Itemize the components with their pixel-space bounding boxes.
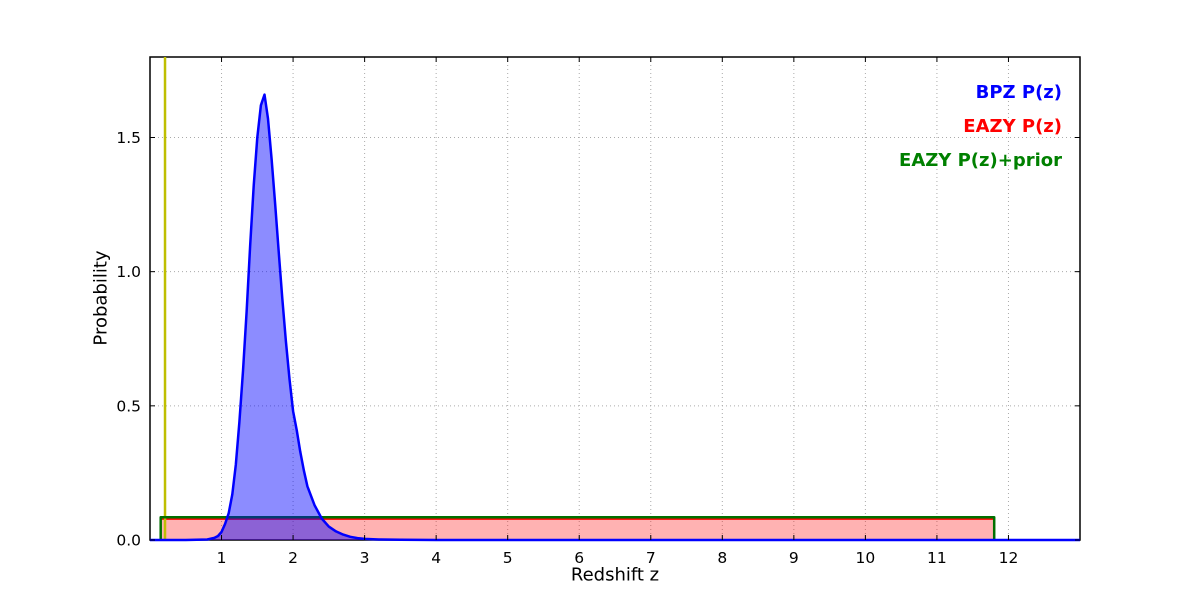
- series-line-bpz: [150, 93, 1080, 542]
- y-tick-label: 1.5: [116, 129, 141, 147]
- y-tick-label: 1.0: [116, 263, 141, 281]
- x-tick-label: 4: [431, 549, 441, 567]
- y-axis-label: Probability: [90, 250, 112, 346]
- x-tick-label: 3: [360, 549, 370, 567]
- x-tick-label: 5: [503, 549, 513, 567]
- x-tick-label: 7: [646, 549, 656, 567]
- legend-item-3: EAZY P(z)+prior: [899, 150, 1062, 171]
- x-tick-label: 1: [217, 549, 227, 567]
- x-tick-label: 9: [789, 549, 799, 567]
- series-fill-eazy: [160, 519, 995, 540]
- legend: BPZ P(z) EAZY P(z) EAZY P(z)+prior: [899, 76, 1062, 178]
- x-tick-label: 8: [717, 549, 727, 567]
- x-tick-label: 10: [856, 549, 876, 567]
- y-tick-label: 0.5: [116, 397, 141, 415]
- x-tick-label: 11: [927, 549, 947, 567]
- legend-item-2: EAZY P(z): [963, 116, 1062, 137]
- x-tick-label: 2: [288, 549, 298, 567]
- x-axis-label: Redshift z: [570, 564, 660, 586]
- series-line-eazy-prior: [159, 515, 996, 540]
- x-tick-label: 12: [999, 549, 1019, 567]
- x-tick-label: 6: [574, 549, 584, 567]
- legend-item-1: BPZ P(z): [975, 82, 1062, 103]
- series-fill-bpz: [150, 94, 1080, 540]
- y-tick-label: 0.0: [116, 532, 141, 550]
